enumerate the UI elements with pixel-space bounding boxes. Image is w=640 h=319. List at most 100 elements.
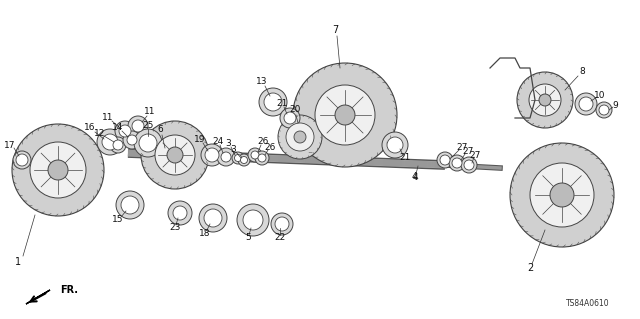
Text: 3: 3 <box>225 139 231 149</box>
Text: 21: 21 <box>399 152 411 161</box>
Circle shape <box>259 88 287 116</box>
Circle shape <box>575 93 597 115</box>
Text: 9: 9 <box>612 100 618 109</box>
Text: 12: 12 <box>94 129 106 137</box>
Circle shape <box>238 154 250 166</box>
Circle shape <box>110 137 126 153</box>
Circle shape <box>539 94 551 106</box>
Circle shape <box>529 84 561 116</box>
Text: 27: 27 <box>469 151 481 160</box>
Text: 15: 15 <box>112 216 124 225</box>
Circle shape <box>199 204 227 232</box>
Text: 4: 4 <box>412 173 418 182</box>
Circle shape <box>510 143 614 247</box>
Text: 20: 20 <box>289 106 301 115</box>
Text: 6: 6 <box>157 125 163 135</box>
Circle shape <box>248 148 262 162</box>
Circle shape <box>599 105 609 115</box>
Circle shape <box>237 204 269 236</box>
Circle shape <box>48 160 68 180</box>
Text: 7: 7 <box>332 25 338 35</box>
Circle shape <box>217 148 235 166</box>
Circle shape <box>530 163 594 227</box>
Circle shape <box>550 183 574 207</box>
Circle shape <box>382 132 408 158</box>
Text: 18: 18 <box>199 228 211 238</box>
Circle shape <box>13 151 31 169</box>
Text: 23: 23 <box>170 224 180 233</box>
Text: 5: 5 <box>245 234 251 242</box>
Text: 26: 26 <box>257 137 269 146</box>
Circle shape <box>16 154 28 166</box>
Circle shape <box>517 72 573 128</box>
Circle shape <box>464 160 474 170</box>
Circle shape <box>204 209 222 227</box>
Text: 8: 8 <box>579 68 585 77</box>
Circle shape <box>30 142 86 198</box>
Polygon shape <box>26 290 50 304</box>
Circle shape <box>115 121 135 141</box>
Text: 10: 10 <box>595 91 605 100</box>
Text: 16: 16 <box>84 123 96 132</box>
Text: 14: 14 <box>112 123 124 132</box>
Circle shape <box>271 213 293 235</box>
Circle shape <box>119 125 131 137</box>
Circle shape <box>461 157 477 173</box>
Circle shape <box>97 129 123 155</box>
Circle shape <box>258 154 266 162</box>
Circle shape <box>12 124 104 216</box>
Text: 27: 27 <box>462 147 474 157</box>
Text: 26: 26 <box>264 144 276 152</box>
Circle shape <box>387 137 403 153</box>
Circle shape <box>275 217 289 231</box>
Text: 2: 2 <box>527 263 533 273</box>
Text: 27: 27 <box>456 144 468 152</box>
Circle shape <box>294 131 306 143</box>
Circle shape <box>168 201 192 225</box>
Text: 21: 21 <box>276 100 288 108</box>
Circle shape <box>121 196 139 214</box>
Circle shape <box>155 135 195 175</box>
Text: 1: 1 <box>15 257 21 267</box>
Circle shape <box>141 121 209 189</box>
Circle shape <box>437 152 453 168</box>
Circle shape <box>440 155 450 165</box>
Circle shape <box>286 123 314 151</box>
Circle shape <box>173 206 187 220</box>
Circle shape <box>102 134 118 150</box>
Text: 3: 3 <box>230 145 236 154</box>
Circle shape <box>449 155 465 171</box>
Circle shape <box>335 105 355 125</box>
Circle shape <box>205 148 219 162</box>
Text: TS84A0610: TS84A0610 <box>566 299 610 308</box>
Circle shape <box>127 135 137 145</box>
Circle shape <box>113 140 123 150</box>
Text: 25: 25 <box>142 121 154 130</box>
Circle shape <box>241 157 248 164</box>
Text: FR.: FR. <box>60 285 78 295</box>
Circle shape <box>243 210 263 230</box>
Circle shape <box>132 120 144 132</box>
Text: 13: 13 <box>256 78 268 86</box>
Circle shape <box>596 102 612 118</box>
Circle shape <box>315 85 375 145</box>
Circle shape <box>232 152 244 164</box>
Circle shape <box>201 144 223 166</box>
Circle shape <box>452 158 462 168</box>
Circle shape <box>234 154 241 161</box>
Circle shape <box>221 152 231 162</box>
Text: 22: 22 <box>275 234 285 242</box>
Circle shape <box>278 115 322 159</box>
Circle shape <box>579 97 593 111</box>
Text: 24: 24 <box>212 137 223 146</box>
Text: 11: 11 <box>144 108 156 116</box>
Text: 11: 11 <box>102 114 114 122</box>
Circle shape <box>280 108 300 128</box>
Circle shape <box>255 151 269 165</box>
Text: 19: 19 <box>195 136 205 145</box>
Circle shape <box>123 131 141 149</box>
Text: 17: 17 <box>4 140 16 150</box>
Circle shape <box>284 112 296 124</box>
Circle shape <box>128 116 148 136</box>
Text: 4: 4 <box>412 172 418 182</box>
